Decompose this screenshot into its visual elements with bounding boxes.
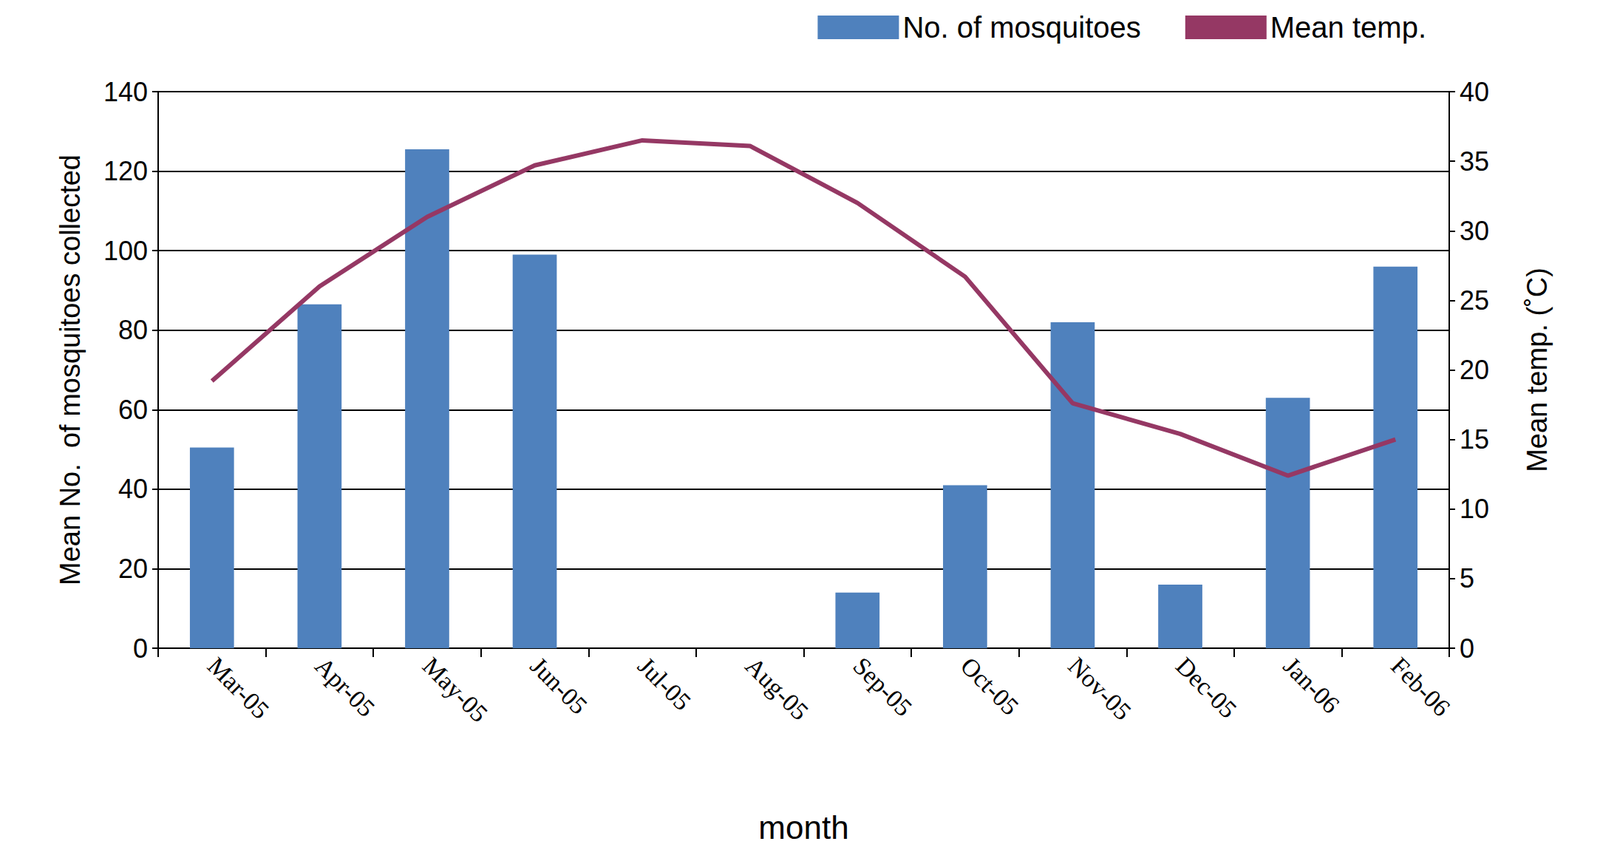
svg-text:Mean No. of mosquitoes collec: Mean No. of mosquitoes collected: [54, 154, 86, 586]
svg-text:10: 10: [1459, 493, 1490, 524]
svg-text:Jun-05: Jun-05: [524, 651, 593, 720]
svg-text:5: 5: [1459, 563, 1475, 594]
svg-text:Dec-05: Dec-05: [1170, 651, 1243, 724]
svg-text:40: 40: [1459, 76, 1490, 108]
svg-text:month: month: [758, 809, 849, 846]
svg-text:Mar-05: Mar-05: [202, 651, 275, 725]
svg-text:0: 0: [1459, 633, 1475, 664]
svg-text:Apr-05: Apr-05: [309, 651, 380, 723]
svg-text:15: 15: [1459, 424, 1490, 455]
svg-text:Jan-06: Jan-06: [1278, 651, 1346, 719]
svg-text:100: 100: [103, 235, 148, 267]
svg-text:0: 0: [133, 633, 148, 664]
svg-text:Mean temp.: Mean temp.: [1270, 11, 1427, 44]
svg-text:80: 80: [118, 314, 148, 346]
svg-text:140: 140: [103, 76, 148, 108]
svg-text:Nov-05: Nov-05: [1062, 651, 1137, 726]
svg-text:Feb-06: Feb-06: [1385, 651, 1456, 722]
svg-text:Aug-05: Aug-05: [740, 651, 815, 726]
svg-text:Oct-05: Oct-05: [955, 651, 1025, 721]
svg-text:60: 60: [118, 394, 148, 425]
svg-text:Jul-05: Jul-05: [632, 651, 697, 716]
svg-text:30: 30: [1459, 215, 1490, 247]
svg-text:No. of mosquitoes: No. of mosquitoes: [902, 11, 1141, 44]
svg-text:Sep-05: Sep-05: [847, 651, 918, 722]
svg-text:35: 35: [1459, 146, 1490, 177]
svg-text:Mean temp. (˚C): Mean temp. (˚C): [1521, 267, 1553, 473]
svg-text:25: 25: [1459, 285, 1490, 316]
svg-text:120: 120: [103, 155, 148, 187]
svg-text:20: 20: [118, 553, 148, 584]
svg-text:20: 20: [1459, 354, 1490, 386]
svg-text:40: 40: [118, 473, 148, 505]
svg-text:May-05: May-05: [417, 651, 493, 728]
